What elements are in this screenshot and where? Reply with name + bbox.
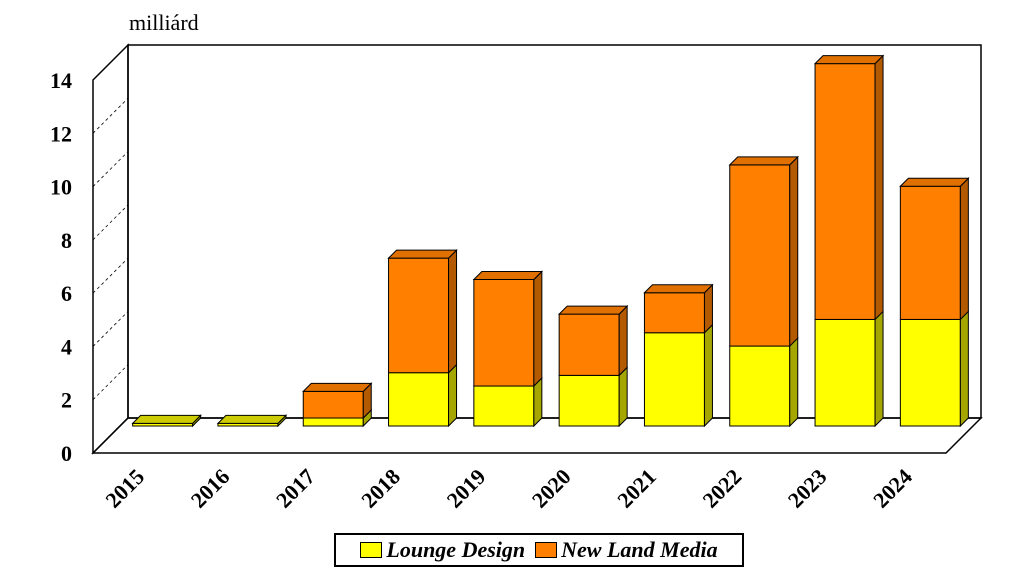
bar-front	[473, 278, 535, 387]
x-tick-label: 2022	[697, 464, 746, 513]
bar-2022-new-land-media	[728, 155, 799, 348]
bar-front	[388, 372, 450, 427]
x-tick-label: 2017	[271, 464, 320, 513]
bar-top	[899, 177, 970, 187]
y-tick-label: 2	[61, 388, 72, 413]
bar-2018-new-land-media	[387, 248, 458, 374]
bar-2018-lounge-design	[388, 363, 458, 428]
bar-side	[618, 366, 628, 428]
bar-top	[557, 305, 629, 315]
bar-top	[131, 414, 202, 424]
bar-2024-new-land-media	[899, 177, 970, 321]
bar-front	[899, 318, 961, 427]
bar-side	[448, 363, 458, 428]
bar-top	[813, 55, 885, 65]
y-tick-label: 4	[61, 334, 72, 359]
y-tick-label: 8	[61, 228, 72, 253]
bar-2019-new-land-media	[472, 270, 544, 388]
y-tick-label: 6	[61, 281, 72, 306]
bar-front	[388, 257, 450, 374]
x-axis-ticks: 2015 2016 2017 2018 2019 2020 2021 2022 2023 2024	[100, 464, 916, 513]
bar-side	[789, 155, 799, 348]
legend-swatch-lounge-design	[360, 542, 383, 558]
gridline-side	[92, 311, 129, 347]
bar-side	[874, 310, 884, 428]
bar-2024-lounge-design	[899, 310, 969, 428]
y-tick-label: 0	[61, 441, 72, 466]
gridline-side	[92, 257, 129, 294]
y-tick-label: 14	[50, 68, 72, 93]
y-tick-label: 12	[50, 121, 72, 146]
bar-2023-lounge-design	[814, 310, 884, 428]
bar-front	[473, 385, 535, 427]
legend: Lounge Design New Land Media	[334, 533, 744, 567]
legend-item-lounge-design: Lounge Design	[360, 537, 525, 563]
x-tick-label: 2016	[186, 464, 235, 513]
bar-2020-new-land-media	[557, 304, 629, 377]
x-tick-label: 2015	[100, 464, 149, 513]
y-axis-ticks: 0 2 4 6 8 10 12 14	[50, 68, 72, 466]
bar-front	[729, 164, 791, 347]
bar-side	[533, 270, 543, 388]
bar-front	[643, 332, 705, 427]
bar-2016-lounge-design	[216, 414, 288, 428]
bar-top	[216, 414, 288, 424]
legend-item-new-land-media: New Land Media	[535, 537, 718, 563]
bar-front	[302, 417, 364, 427]
bar-front	[558, 313, 620, 376]
bar-front	[729, 345, 791, 427]
x-tick-label: 2023	[783, 464, 832, 513]
gridline-side	[92, 151, 129, 187]
bar-side	[874, 54, 884, 321]
gridline-side	[92, 364, 129, 400]
bar-front	[643, 292, 705, 334]
bar-side	[703, 323, 713, 428]
bar-2023-new-land-media	[813, 54, 885, 321]
bar-side	[448, 248, 458, 374]
gridline-side	[92, 204, 129, 241]
bar-side	[618, 304, 628, 377]
legend-label-new-land-media: New Land Media	[561, 537, 718, 562]
bar-front	[814, 318, 876, 427]
legend-label-lounge-design: Lounge Design	[386, 537, 526, 562]
bar-top	[387, 249, 458, 259]
x-tick-label: 2018	[356, 464, 405, 513]
x-tick-label: 2021	[612, 464, 661, 513]
bar-side	[959, 177, 969, 321]
bar-2019-lounge-design	[473, 376, 543, 428]
bar-2015-lounge-design	[131, 414, 202, 428]
bar-front	[302, 390, 364, 419]
bar-side	[959, 310, 969, 428]
bar-2017-new-land-media	[302, 382, 373, 420]
bar-2022-lounge-design	[729, 336, 799, 428]
bar-2021-new-land-media	[643, 283, 714, 334]
bar-side	[789, 336, 799, 428]
bars	[131, 54, 970, 428]
bar-top	[472, 270, 544, 280]
side-wall	[92, 43, 129, 455]
bar-top	[728, 156, 799, 166]
y-axis-unit-label: milliárd	[129, 10, 199, 35]
floor	[91, 417, 983, 454]
x-tick-label: 2019	[442, 464, 491, 513]
x-tick-label: 2024	[868, 464, 917, 513]
gridline-side	[92, 98, 129, 134]
y-tick-label: 10	[50, 175, 72, 200]
bar-2020-lounge-design	[558, 366, 628, 428]
bar-top	[302, 382, 373, 392]
x-tick-label: 2020	[527, 464, 576, 513]
bar-2021-lounge-design	[643, 323, 713, 428]
bar-front	[558, 374, 620, 427]
bar-front	[899, 185, 961, 320]
bar-top	[643, 284, 714, 294]
legend-swatch-new-land-media	[535, 542, 558, 558]
bar-front	[814, 63, 876, 320]
